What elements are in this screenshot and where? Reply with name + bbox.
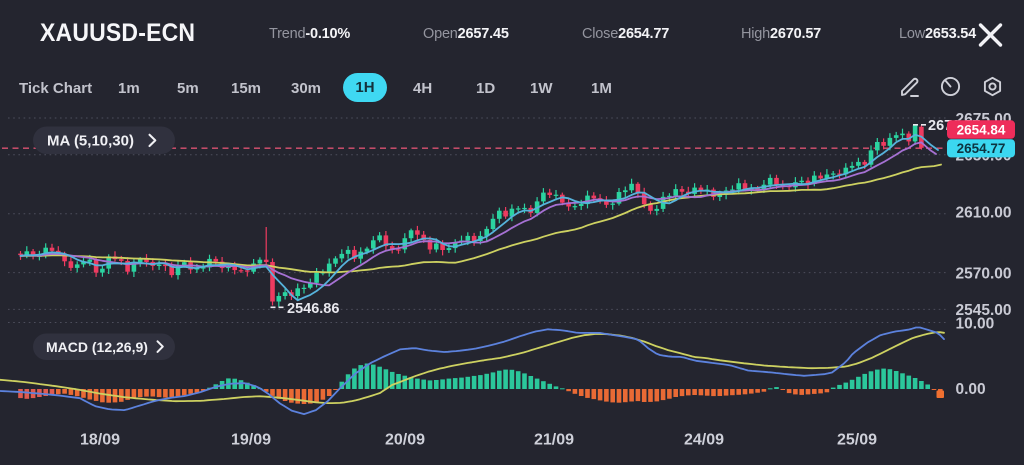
svg-text:2654.77: 2654.77 [957, 141, 1006, 156]
svg-text:18/09: 18/09 [80, 432, 120, 449]
svg-text:0.00: 0.00 [956, 381, 986, 398]
svg-text:24/09: 24/09 [684, 432, 724, 449]
svg-text:2546.86: 2546.86 [287, 301, 339, 317]
svg-text:2610.00: 2610.00 [956, 205, 1012, 222]
svg-text:19/09: 19/09 [231, 432, 271, 449]
svg-text:2545.00: 2545.00 [956, 302, 1012, 319]
svg-text:MACD (12,26,9): MACD (12,26,9) [46, 339, 148, 355]
svg-text:2654.84: 2654.84 [957, 122, 1006, 137]
svg-text:MA (5,10,30): MA (5,10,30) [47, 133, 134, 150]
svg-text:10.00: 10.00 [956, 316, 995, 333]
svg-text:2570.00: 2570.00 [956, 265, 1012, 282]
svg-text:20/09: 20/09 [385, 432, 425, 449]
svg-text:25/09: 25/09 [837, 432, 877, 449]
svg-text:21/09: 21/09 [534, 432, 574, 449]
